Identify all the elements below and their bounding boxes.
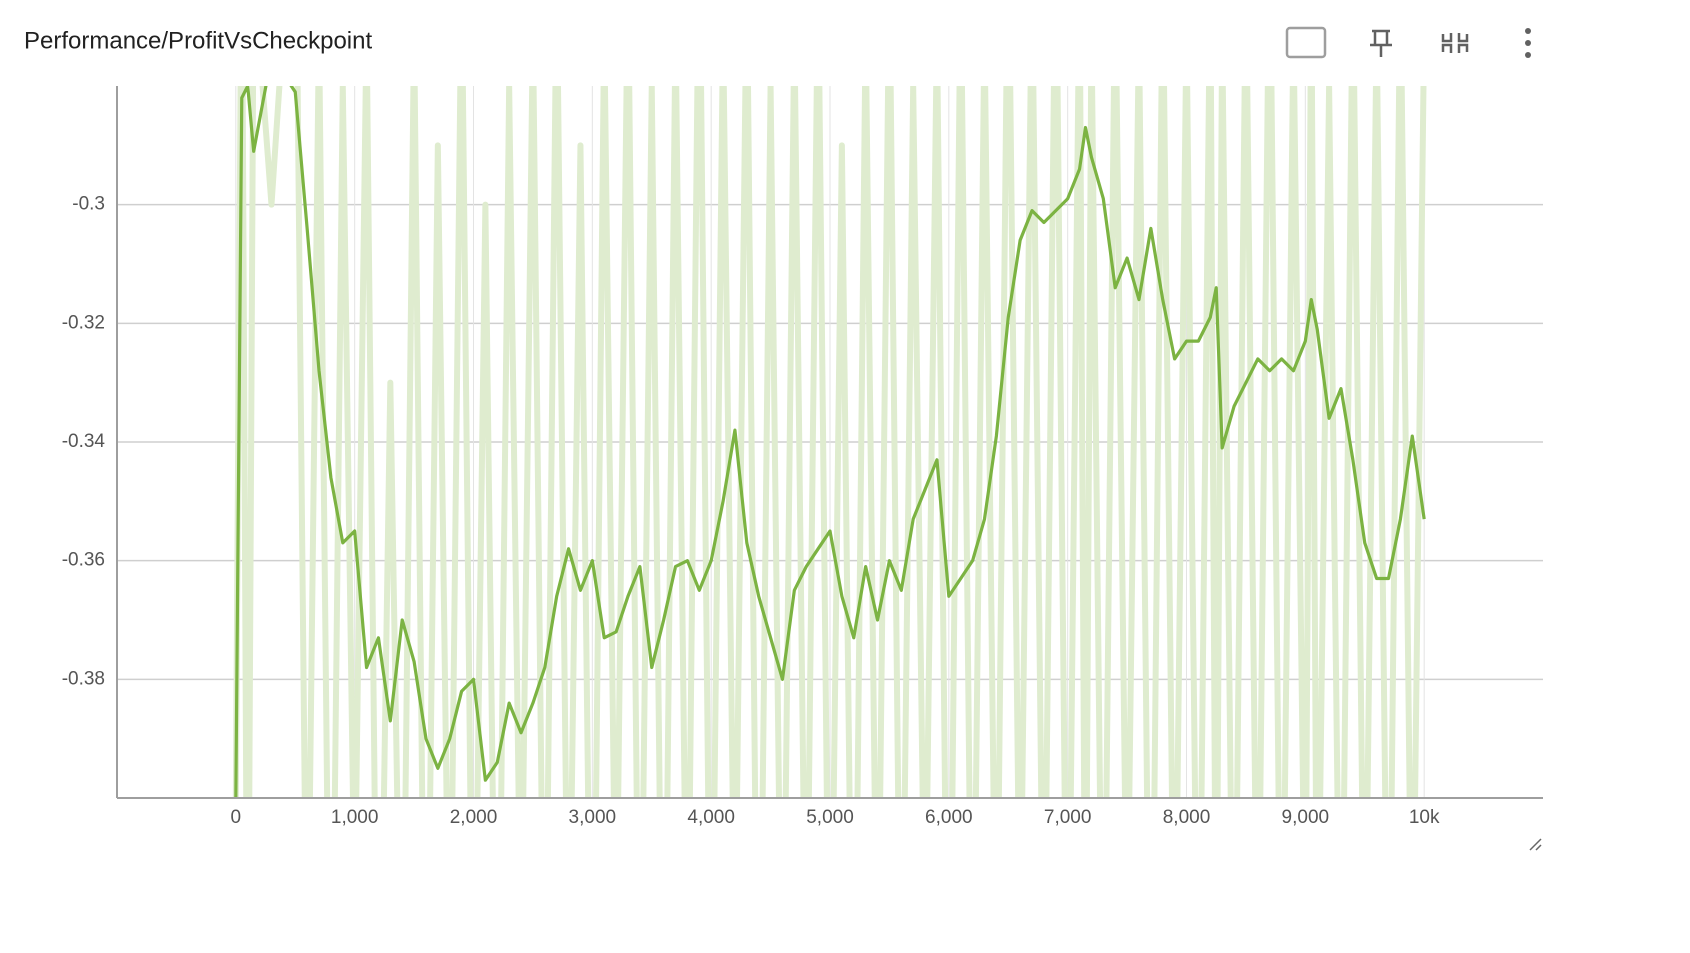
- x-tick-label: 7,000: [1044, 807, 1092, 828]
- x-tick-label: 5,000: [806, 807, 854, 828]
- plot-area: [232, 86, 1427, 798]
- chart-title: Performance/ProfitVsCheckpoint: [24, 27, 372, 54]
- y-tick-label: -0.34: [62, 431, 106, 452]
- grid: [117, 86, 1543, 798]
- y-tick-label: -0.3: [72, 194, 105, 215]
- axes: -0.38 -0.36 -0.34 -0.32 -0.3 0 1,000 2,000 3,000…: [62, 86, 1543, 828]
- x-tick-label: 6,000: [925, 807, 973, 828]
- x-tick-label: 1,000: [331, 807, 379, 828]
- raw-line: [232, 86, 1427, 798]
- x-tick-label: 8,000: [1163, 807, 1211, 828]
- y-tick-label: -0.36: [62, 550, 105, 571]
- pin-button[interactable]: [1370, 29, 1392, 57]
- fit-domain-button[interactable]: [1285, 26, 1327, 59]
- resize-handle[interactable]: [1529, 838, 1542, 851]
- y-tick-label: -0.32: [62, 312, 105, 333]
- x-tick-label: 9,000: [1282, 807, 1330, 828]
- x-tick-label: 2,000: [450, 807, 498, 828]
- x-tick-label: 0: [231, 807, 242, 828]
- y-tick-label: -0.38: [62, 668, 105, 689]
- x-tick-label: 10k: [1409, 807, 1440, 828]
- x-tick-label: 3,000: [569, 807, 617, 828]
- more-button[interactable]: [1525, 28, 1531, 58]
- collapse-button[interactable]: [1441, 33, 1469, 53]
- smoothed-line: [234, 86, 1426, 798]
- x-tick-label: 4,000: [687, 807, 735, 828]
- toolbar: [1285, 26, 1531, 59]
